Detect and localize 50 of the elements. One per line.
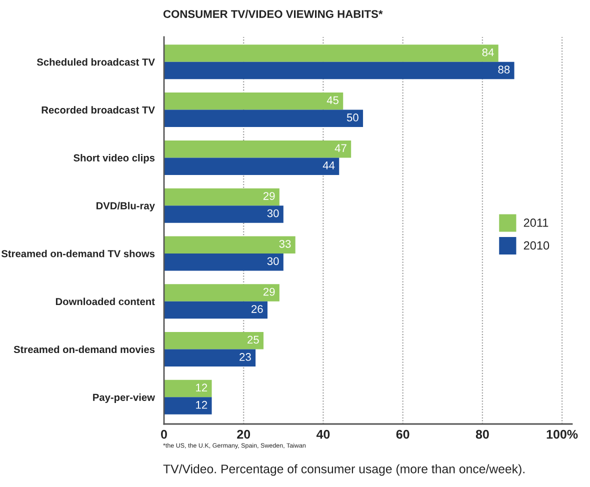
data-label: 50 <box>346 114 358 122</box>
bar <box>164 110 364 128</box>
bar <box>164 284 280 302</box>
data-label: 12 <box>196 400 208 409</box>
text: TV/Video. Percentage of consumer usage (more than once/week). <box>163 464 524 476</box>
data-label: 29 <box>263 192 275 200</box>
data-label: 33 <box>279 240 291 248</box>
x-tick-label: 60 <box>396 430 410 439</box>
bar <box>164 206 284 223</box>
bar <box>164 380 212 398</box>
bar <box>164 92 344 110</box>
legend-label: 2010 <box>524 241 550 250</box>
x-tick-label: 0 <box>161 430 167 439</box>
data-label: 12 <box>196 384 208 392</box>
data-label: 26 <box>252 305 263 313</box>
bar <box>164 62 514 80</box>
y-tick-label: Streamed on-demand movies <box>14 346 155 354</box>
bar <box>164 188 280 206</box>
data-label: 45 <box>326 96 338 104</box>
y-tick-label: Scheduled broadcast TV <box>36 58 155 66</box>
bar <box>164 236 296 254</box>
y-tick-label: Short video clips <box>74 154 155 164</box>
bar <box>164 253 284 271</box>
data-label: 29 <box>263 288 275 296</box>
data-label: 30 <box>267 209 279 218</box>
data-label: 88 <box>498 66 510 74</box>
x-tick-label: 100% <box>546 430 578 439</box>
data-label: 44 <box>322 162 335 170</box>
bar <box>164 332 264 350</box>
bar <box>164 349 256 367</box>
y-tick-label: Pay-per-view <box>93 394 155 403</box>
chart-title: CONSUMER TV/VIDEO VIEWING HABITS* <box>163 10 383 18</box>
data-label: 30 <box>267 257 279 266</box>
x-tick-label: 40 <box>316 430 330 439</box>
data-label: 84 <box>482 48 494 56</box>
y-tick-label: DVD/Blu-ray <box>96 202 155 212</box>
y-tick-label: Downloaded content <box>56 298 155 306</box>
bar <box>164 397 212 414</box>
x-tick-label: 80 <box>476 430 489 439</box>
data-label: 23 <box>240 353 251 361</box>
y-tick-label: Streamed on-demand TV shows <box>1 250 155 258</box>
bar <box>164 301 268 319</box>
bar <box>164 44 498 62</box>
y-tick-label: Recorded broadcast TV <box>42 106 155 114</box>
data-label: 47 <box>334 144 346 152</box>
bar <box>164 158 340 175</box>
bar <box>164 140 352 158</box>
legend-label: 2011 <box>524 218 548 227</box>
x-tick-label: 20 <box>237 430 250 439</box>
data-label: 25 <box>248 336 259 344</box>
